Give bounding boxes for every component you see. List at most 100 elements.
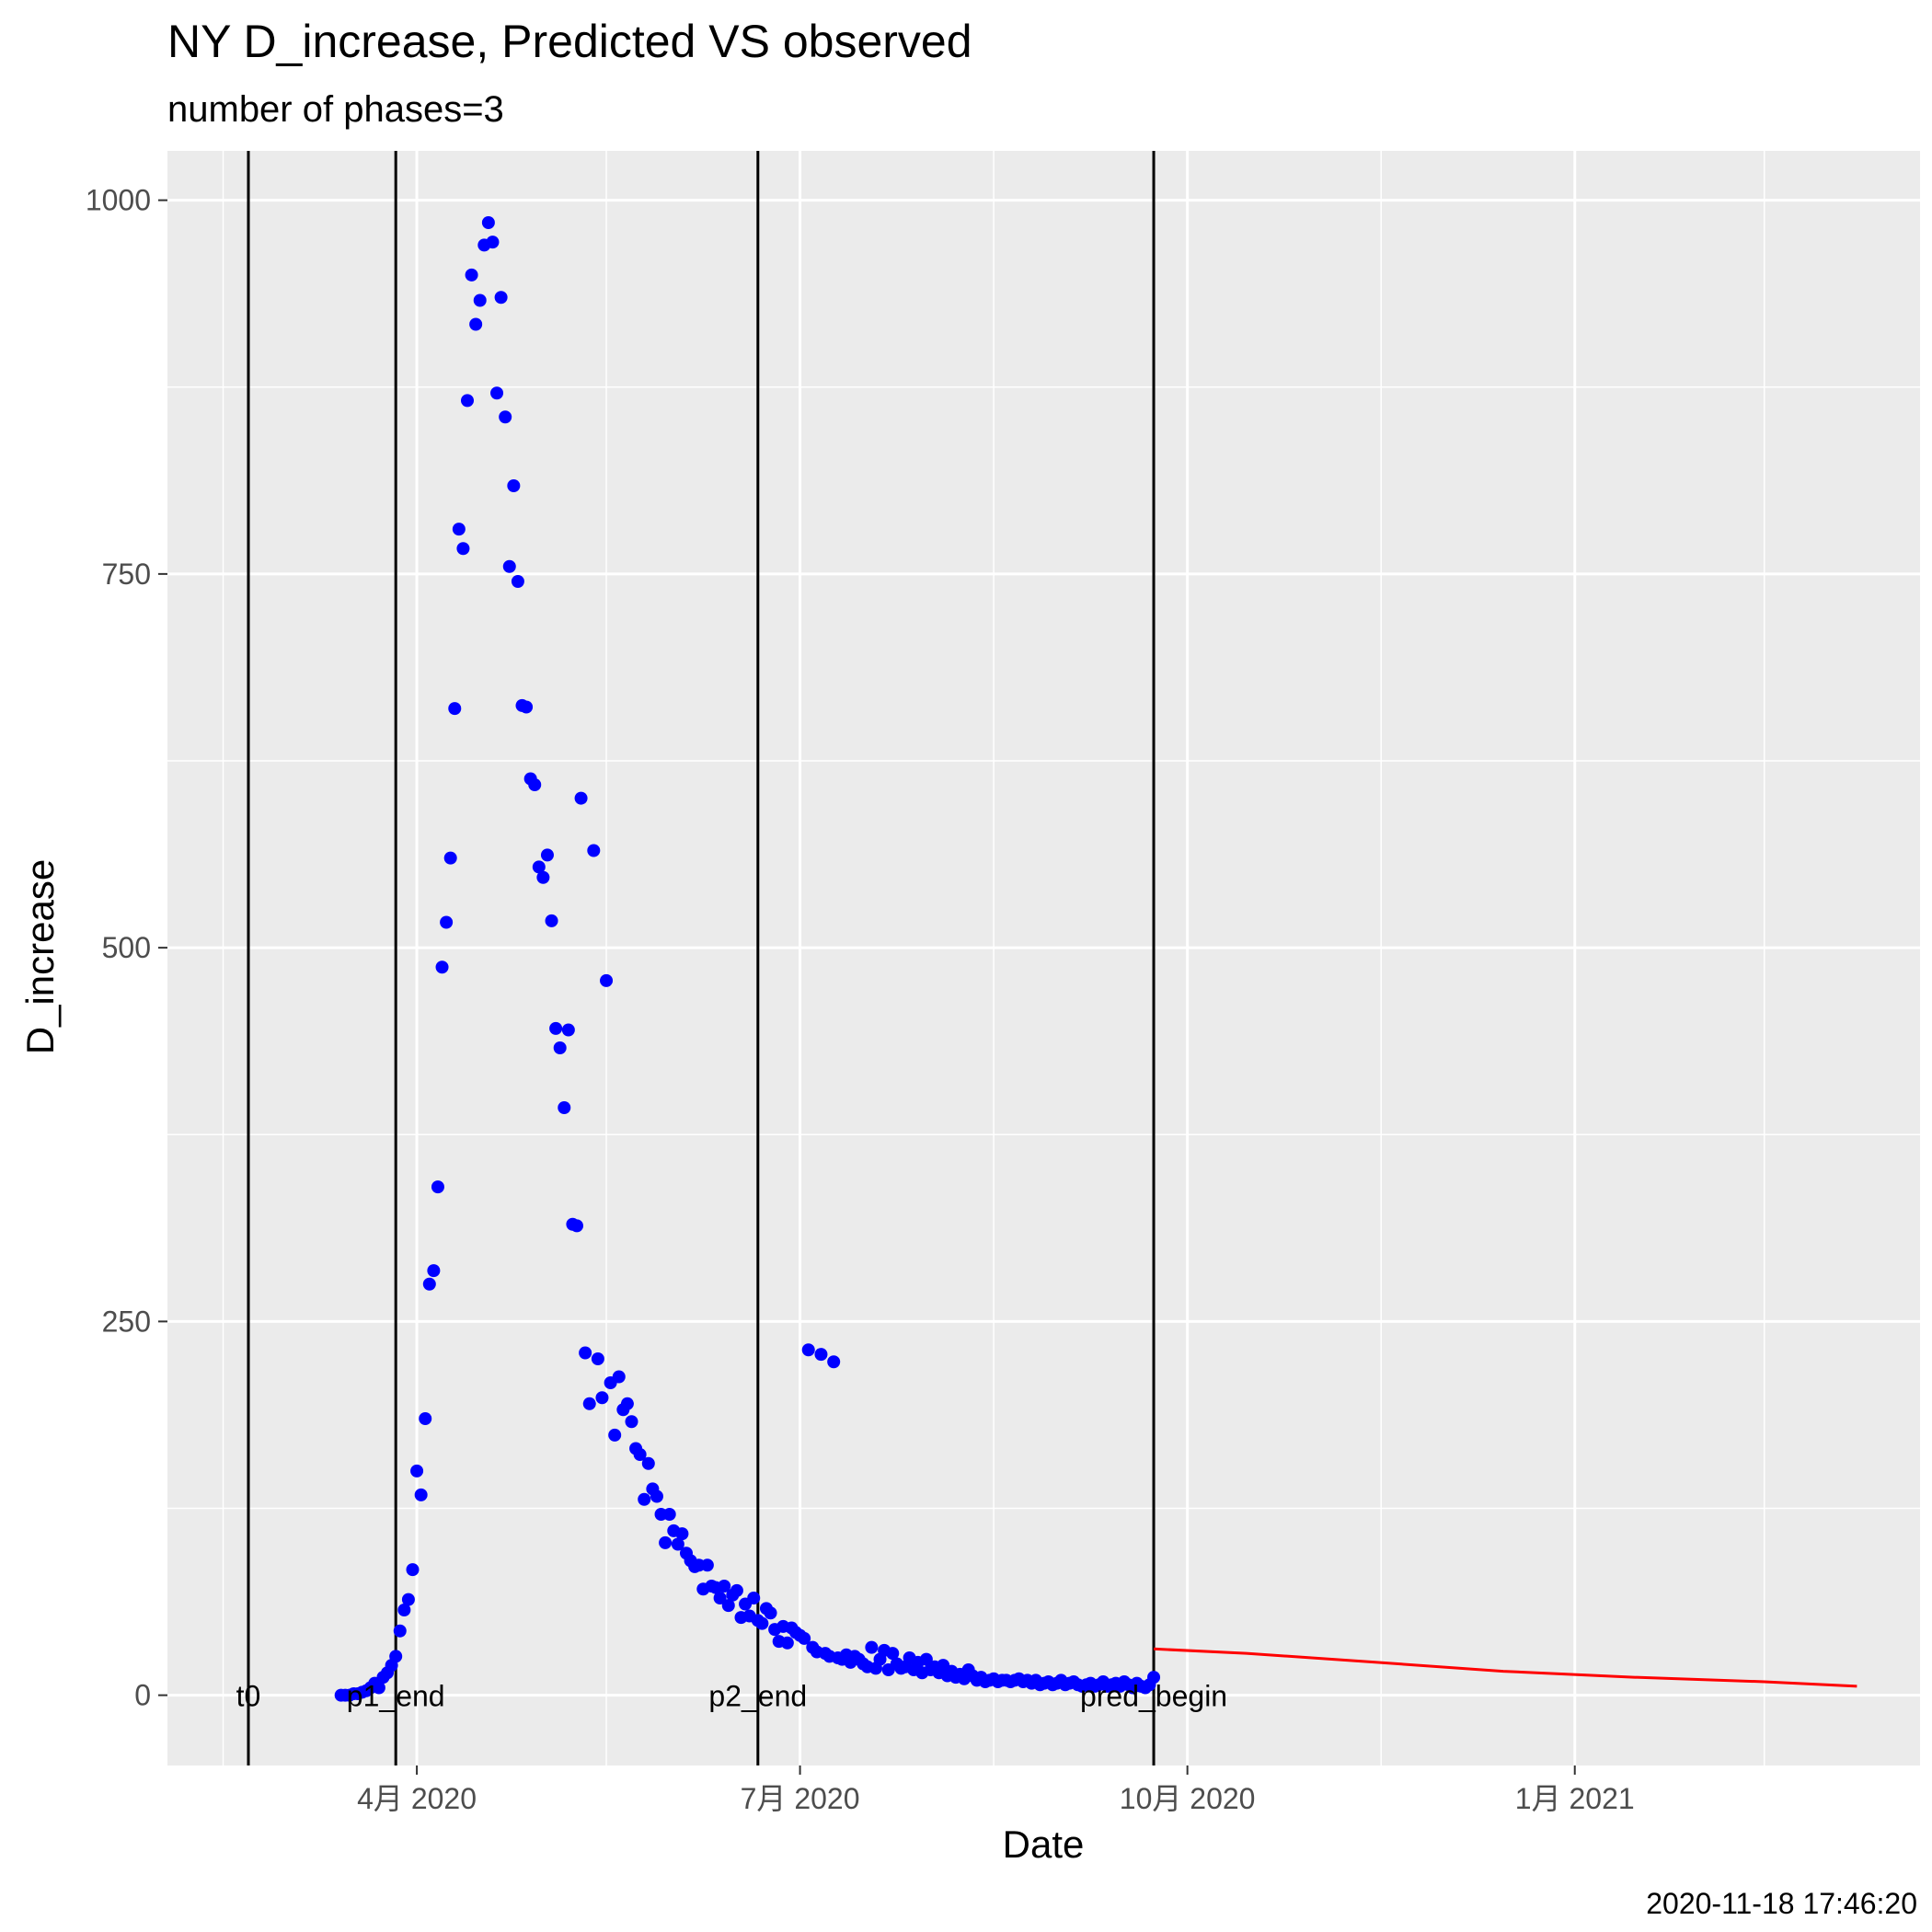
data-point — [780, 1636, 794, 1650]
data-point — [536, 870, 550, 884]
x-tick-label: 1月 2021 — [1515, 1782, 1635, 1815]
data-point — [641, 1456, 655, 1470]
y-tick-label: 250 — [102, 1305, 151, 1338]
data-point — [502, 559, 516, 573]
y-tick-label: 500 — [102, 931, 151, 964]
data-point — [625, 1415, 638, 1429]
data-point — [755, 1616, 769, 1630]
data-point — [591, 1352, 604, 1365]
phase-label: pred_begin — [1080, 1680, 1227, 1713]
data-point — [671, 1537, 684, 1551]
phase-label: t0 — [236, 1680, 261, 1713]
data-point — [798, 1631, 811, 1645]
phase-label: p2_end — [708, 1680, 807, 1713]
data-point — [499, 410, 512, 424]
data-point — [561, 1023, 575, 1037]
data-point — [431, 1180, 444, 1194]
phase-lines — [247, 151, 1156, 1765]
data-point — [730, 1583, 743, 1597]
data-point — [650, 1489, 663, 1503]
data-point — [435, 960, 449, 974]
data-point — [886, 1647, 900, 1661]
data-point — [452, 523, 466, 536]
phase-labels: t0 p1_end p2_end pred_begin — [236, 1680, 1227, 1713]
data-point — [659, 1535, 673, 1549]
data-point — [574, 791, 588, 805]
data-point — [401, 1593, 415, 1606]
data-point — [713, 1592, 727, 1604]
data-point — [540, 848, 554, 862]
data-point — [553, 1041, 567, 1054]
chart-title: NY D_increase, Predicted VS observed — [167, 16, 972, 67]
data-point — [721, 1599, 735, 1613]
x-axis-title: Date — [1003, 1823, 1085, 1866]
data-point — [827, 1355, 841, 1369]
data-point — [461, 394, 474, 408]
data-point — [608, 1428, 622, 1442]
data-point — [406, 1563, 420, 1577]
data-point — [465, 268, 478, 282]
data-point — [410, 1464, 424, 1478]
chart-subtitle: number of phases=3 — [167, 89, 504, 130]
predicted-line-path — [1153, 1647, 1857, 1688]
data-point — [1147, 1671, 1161, 1685]
plot-panel — [167, 151, 1920, 1765]
data-point — [389, 1650, 403, 1663]
data-point — [814, 1348, 828, 1362]
data-point — [549, 1021, 563, 1035]
data-point — [587, 844, 601, 857]
data-point — [638, 1492, 651, 1506]
data-point — [448, 702, 462, 716]
data-point — [520, 700, 534, 714]
data-point — [747, 1592, 761, 1604]
axis-ticks — [158, 199, 1576, 1775]
data-point — [393, 1624, 407, 1638]
y-axis-title: D_increase — [18, 859, 62, 1054]
data-point — [582, 1397, 596, 1410]
data-point — [419, 1412, 432, 1425]
data-point — [469, 317, 483, 331]
data-point — [528, 778, 542, 791]
data-point — [494, 291, 508, 305]
x-tick-labels: 4月 2020 7月 2020 10月 2020 1月 2021 — [357, 1782, 1635, 1815]
data-point — [490, 386, 504, 400]
data-point — [440, 915, 454, 929]
data-point — [372, 1681, 385, 1695]
data-point — [633, 1448, 647, 1461]
data-point — [662, 1508, 676, 1521]
x-tick-label: 10月 2020 — [1120, 1782, 1256, 1815]
data-point — [427, 1264, 441, 1278]
data-point — [801, 1343, 815, 1357]
data-point — [865, 1640, 879, 1654]
data-point — [600, 973, 614, 987]
data-point — [486, 236, 500, 249]
observed-points — [334, 216, 1161, 1702]
data-point — [397, 1604, 411, 1616]
x-tick-label: 4月 2020 — [357, 1782, 477, 1815]
data-point — [558, 1101, 571, 1114]
data-point — [473, 293, 487, 307]
predicted-line — [1153, 1647, 1857, 1688]
data-point — [764, 1606, 777, 1620]
data-point — [718, 1580, 731, 1593]
y-tick-label: 750 — [102, 558, 151, 591]
data-point — [545, 914, 558, 927]
data-point — [456, 542, 470, 556]
data-point — [414, 1488, 428, 1501]
data-point — [700, 1558, 714, 1572]
y-tick-label: 1000 — [86, 184, 151, 217]
data-point — [532, 860, 546, 874]
data-point — [511, 575, 524, 588]
data-point — [612, 1370, 626, 1384]
data-point — [620, 1397, 634, 1410]
grid-minor — [167, 151, 1920, 1765]
chart-caption: 2020-11-18 17:46:20 — [1646, 1887, 1917, 1920]
y-tick-labels: 0 250 500 750 1000 — [86, 184, 151, 1712]
data-point — [481, 216, 495, 229]
data-point — [675, 1527, 689, 1541]
y-tick-label: 0 — [134, 1679, 151, 1712]
x-tick-label: 7月 2020 — [741, 1782, 860, 1815]
data-point — [570, 1219, 583, 1233]
data-point — [507, 479, 521, 492]
